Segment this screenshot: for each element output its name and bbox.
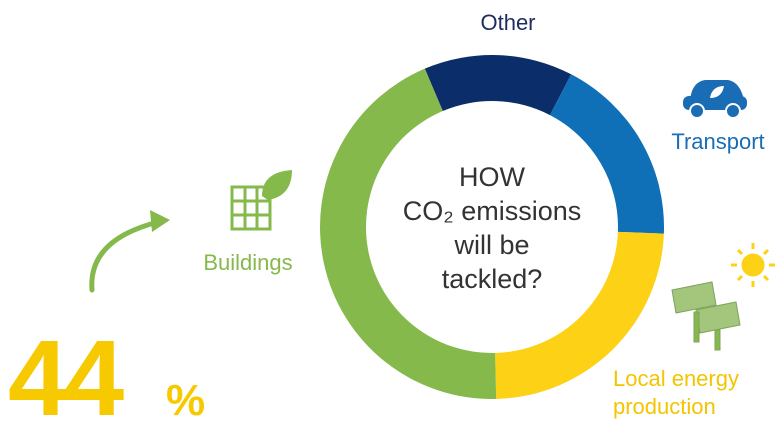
sun-icon: [731, 243, 775, 287]
arrow: [89, 219, 161, 293]
solar-panel-icon: [671, 281, 741, 351]
center-text: will be: [453, 230, 529, 260]
donut-segment: [549, 74, 664, 234]
category-label: Buildings: [203, 250, 292, 275]
center-text: tackled?: [442, 264, 543, 294]
center-text: HOW: [459, 162, 526, 192]
category-label: Local energy production: [613, 366, 739, 419]
category-label: Other: [480, 10, 535, 35]
value-unit: %: [166, 376, 205, 421]
donut-segment: [319, 68, 497, 400]
building-icon: [230, 170, 292, 231]
category-label: Transport: [671, 129, 764, 154]
donut-segment: [495, 231, 664, 399]
arrow-head: [150, 210, 170, 232]
center-text: CO₂ emissions: [403, 196, 582, 226]
car-icon: [683, 80, 747, 119]
value-label: 44: [8, 317, 124, 421]
donut-segment: [424, 55, 572, 116]
